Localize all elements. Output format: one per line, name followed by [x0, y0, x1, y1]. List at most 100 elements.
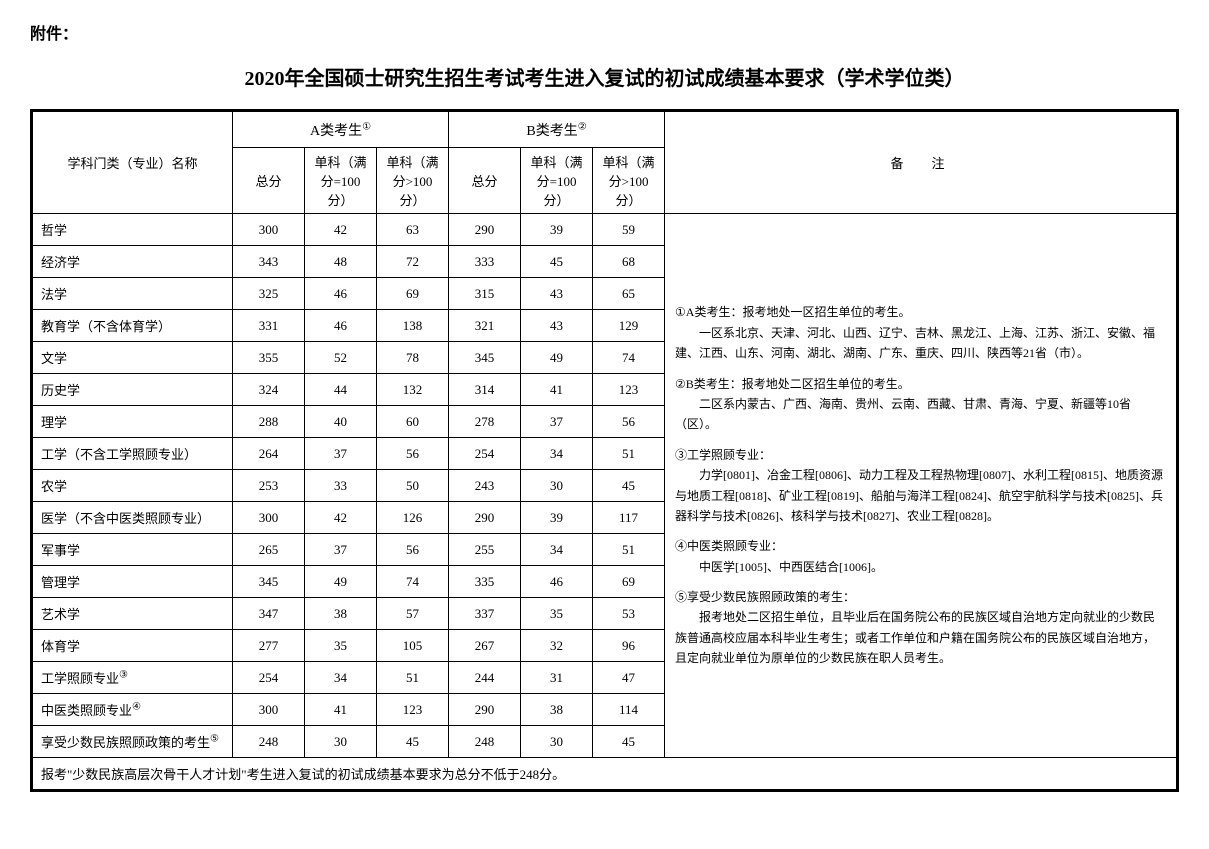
header-a-g100: 单科（满分>100分）	[377, 148, 449, 214]
cell-b_total: 335	[449, 566, 521, 598]
cell-a_total: 254	[233, 662, 305, 694]
table-header: 学科门类（专业）名称 A类考生① B类考生② 备注 总分 单科（满分=100分）…	[33, 112, 1177, 214]
header-group-b: B类考生②	[449, 112, 665, 148]
header-subject: 学科门类（专业）名称	[33, 112, 233, 214]
cell-b_total: 244	[449, 662, 521, 694]
cell-b_g100: 47	[593, 662, 665, 694]
cell-b_g100: 45	[593, 726, 665, 758]
cell-subject: 历史学	[33, 374, 233, 406]
cell-a_total: 248	[233, 726, 305, 758]
subject-sup: ③	[119, 670, 128, 681]
cell-a_total: 253	[233, 470, 305, 502]
cell-subject: 享受少数民族照顾政策的考生⑤	[33, 726, 233, 758]
cell-b_g100: 53	[593, 598, 665, 630]
cell-b_total: 290	[449, 694, 521, 726]
cell-a_g100: 78	[377, 342, 449, 374]
cell-subject: 艺术学	[33, 598, 233, 630]
header-b-g100: 单科（满分>100分）	[593, 148, 665, 214]
cell-subject: 医学（不含中医类照顾专业）	[33, 502, 233, 534]
cell-subject: 哲学	[33, 214, 233, 246]
notes-cell: ①A类考生：报考地处一区招生单位的考生。一区系北京、天津、河北、山西、辽宁、吉林…	[665, 214, 1177, 758]
notes-body: 中医学[1005]、中西医结合[1006]。	[675, 557, 1166, 577]
cell-a_g100: 56	[377, 534, 449, 566]
cell-b_s100: 30	[521, 470, 593, 502]
cell-a_s100: 44	[305, 374, 377, 406]
header-b-s100: 单科（满分=100分）	[521, 148, 593, 214]
cell-b_total: 333	[449, 246, 521, 278]
cell-b_total: 315	[449, 278, 521, 310]
cell-subject: 军事学	[33, 534, 233, 566]
cell-b_g100: 117	[593, 502, 665, 534]
cell-a_s100: 30	[305, 726, 377, 758]
notes-body: 报考地处二区招生单位，且毕业后在国务院公布的民族区域自治地方定向就业的少数民族普…	[675, 607, 1166, 668]
cell-b_s100: 32	[521, 630, 593, 662]
cell-b_total: 243	[449, 470, 521, 502]
cell-a_s100: 52	[305, 342, 377, 374]
cell-b_total: 345	[449, 342, 521, 374]
notes-head: ③工学照顾专业：	[675, 448, 771, 462]
notes-paragraph: ①A类考生：报考地处一区招生单位的考生。一区系北京、天津、河北、山西、辽宁、吉林…	[675, 302, 1166, 363]
cell-b_g100: 69	[593, 566, 665, 598]
cell-b_s100: 30	[521, 726, 593, 758]
cell-a_g100: 45	[377, 726, 449, 758]
notes-body: 一区系北京、天津、河北、山西、辽宁、吉林、黑龙江、上海、江苏、浙江、安徽、福建、…	[675, 323, 1166, 364]
cell-subject: 教育学（不含体育学）	[33, 310, 233, 342]
header-b-total: 总分	[449, 148, 521, 214]
cell-b_total: 337	[449, 598, 521, 630]
cell-b_total: 254	[449, 438, 521, 470]
cell-a_total: 355	[233, 342, 305, 374]
cell-b_s100: 31	[521, 662, 593, 694]
cell-a_s100: 34	[305, 662, 377, 694]
cell-a_total: 288	[233, 406, 305, 438]
notes-head: ①A类考生：报考地处一区招生单位的考生。	[675, 305, 910, 319]
header-group-b-label: B类考生	[526, 124, 577, 139]
cell-a_s100: 49	[305, 566, 377, 598]
cell-b_s100: 41	[521, 374, 593, 406]
cell-a_total: 300	[233, 214, 305, 246]
cell-b_total: 267	[449, 630, 521, 662]
cell-a_g100: 57	[377, 598, 449, 630]
cell-b_total: 321	[449, 310, 521, 342]
cell-a_g100: 60	[377, 406, 449, 438]
header-group-a-sup: ①	[362, 121, 371, 132]
notes-head: ②B类考生：报考地处二区招生单位的考生。	[675, 377, 910, 391]
cell-a_s100: 40	[305, 406, 377, 438]
footer-row: 报考"少数民族高层次骨干人才计划"考生进入复试的初试成绩基本要求为总分不低于24…	[33, 758, 1177, 790]
cell-b_total: 278	[449, 406, 521, 438]
subject-sup: ④	[132, 702, 141, 713]
cell-a_g100: 132	[377, 374, 449, 406]
cell-a_s100: 37	[305, 534, 377, 566]
cell-b_s100: 39	[521, 214, 593, 246]
cell-a_total: 331	[233, 310, 305, 342]
cell-a_s100: 46	[305, 278, 377, 310]
cell-a_s100: 48	[305, 246, 377, 278]
cell-b_g100: 123	[593, 374, 665, 406]
cell-b_g100: 45	[593, 470, 665, 502]
cell-a_total: 343	[233, 246, 305, 278]
cell-subject: 理学	[33, 406, 233, 438]
cell-subject: 中医类照顾专业④	[33, 694, 233, 726]
cell-a_s100: 42	[305, 502, 377, 534]
score-table-wrap: 学科门类（专业）名称 A类考生① B类考生② 备注 总分 单科（满分=100分）…	[30, 109, 1179, 792]
cell-b_s100: 34	[521, 534, 593, 566]
notes-paragraph: ④中医类照顾专业：中医学[1005]、中西医结合[1006]。	[675, 536, 1166, 577]
cell-a_g100: 123	[377, 694, 449, 726]
cell-b_s100: 49	[521, 342, 593, 374]
cell-subject: 经济学	[33, 246, 233, 278]
cell-b_s100: 35	[521, 598, 593, 630]
cell-a_total: 277	[233, 630, 305, 662]
table-row: 哲学30042632903959①A类考生：报考地处一区招生单位的考生。一区系北…	[33, 214, 1177, 246]
cell-a_s100: 35	[305, 630, 377, 662]
notes-body: 力学[0801]、冶金工程[0806]、动力工程及工程热物理[0807]、水利工…	[675, 465, 1166, 526]
footer-cell: 报考"少数民族高层次骨干人才计划"考生进入复试的初试成绩基本要求为总分不低于24…	[33, 758, 1177, 790]
cell-a_s100: 42	[305, 214, 377, 246]
cell-b_s100: 34	[521, 438, 593, 470]
cell-b_g100: 96	[593, 630, 665, 662]
cell-a_total: 300	[233, 502, 305, 534]
cell-a_total: 264	[233, 438, 305, 470]
cell-subject: 工学（不含工学照顾专业）	[33, 438, 233, 470]
cell-a_s100: 37	[305, 438, 377, 470]
cell-a_s100: 41	[305, 694, 377, 726]
cell-a_total: 347	[233, 598, 305, 630]
cell-a_total: 325	[233, 278, 305, 310]
